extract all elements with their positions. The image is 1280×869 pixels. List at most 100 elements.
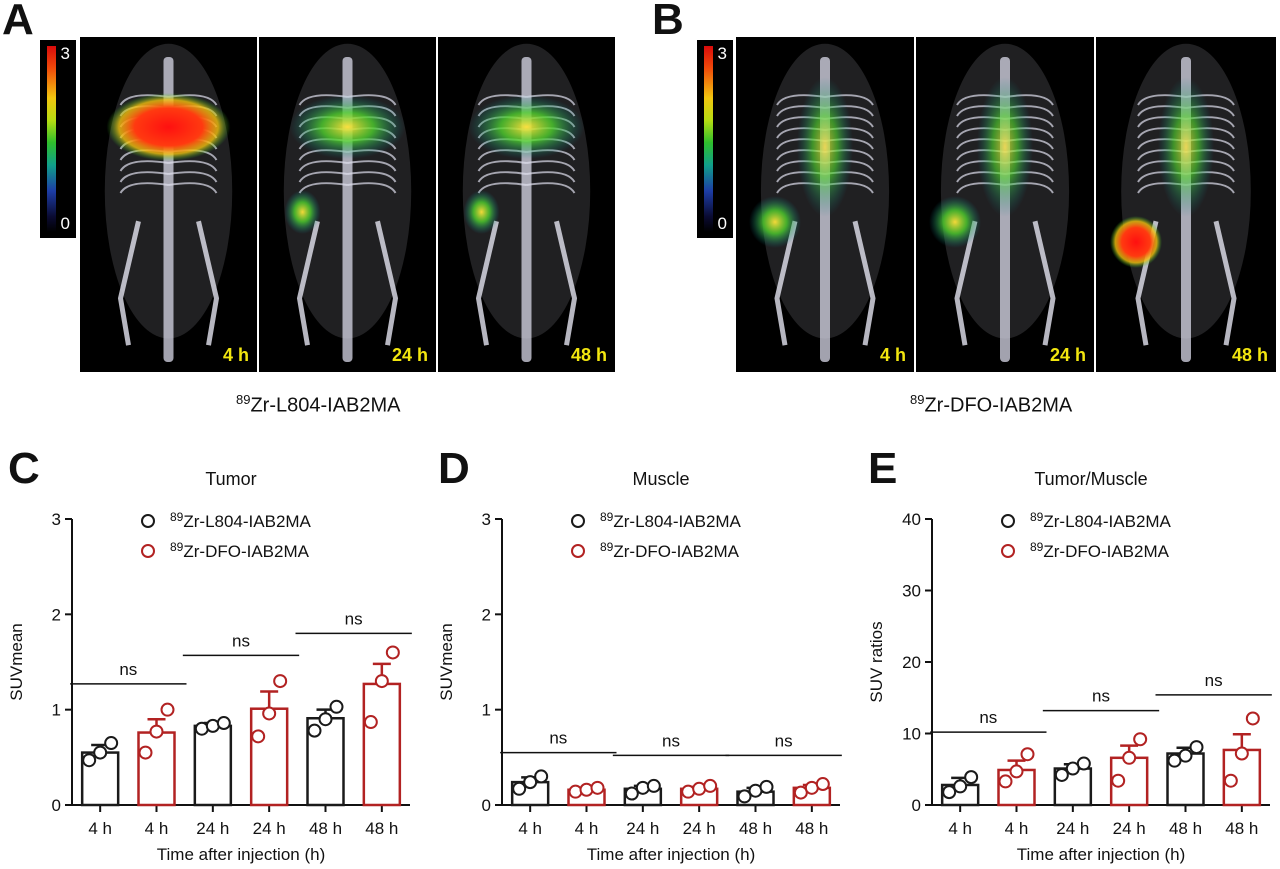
colorbar-max-label: 3 [717, 44, 727, 63]
data-point [82, 753, 97, 768]
significance-label: ns [662, 731, 680, 750]
data-point [251, 729, 266, 744]
data-point [998, 774, 1013, 789]
legend-marker [571, 544, 585, 558]
rib [119, 171, 218, 183]
bar [362, 682, 402, 807]
legend-marker [571, 514, 585, 528]
data-point [1054, 767, 1069, 782]
colorbar-a: 3 0 [40, 40, 76, 238]
uptake-spine-region [1158, 77, 1214, 217]
legend-label: 89Zr-DFO-IAB2MA [170, 540, 310, 561]
rib [477, 160, 576, 172]
timepoint-label: 48 h [1231, 345, 1268, 365]
significance-label: ns [1092, 687, 1110, 706]
hind-limb-right [1213, 220, 1237, 346]
hind-limb-right [196, 220, 220, 346]
data-point [149, 724, 164, 739]
legend-name: Zr-DFO-IAB2MA [183, 542, 309, 561]
y-tick-label: 40 [902, 510, 921, 529]
y-tick-label: 10 [902, 725, 921, 744]
colorbar-gradient [47, 46, 56, 232]
rib [298, 171, 397, 183]
y-tick-label: 0 [912, 796, 921, 815]
x-tick-label: 24 h [1056, 819, 1089, 838]
hind-limb-right [375, 220, 399, 346]
hind-limb-right [554, 220, 578, 346]
data-point [815, 777, 830, 792]
legend-name: Zr-DFO-IAB2MA [1043, 542, 1169, 561]
data-point [523, 775, 538, 790]
y-tick-label: 2 [52, 605, 61, 624]
y-tick-label: 30 [902, 582, 921, 601]
timepoint-label: 4 h [879, 345, 906, 365]
rib [298, 160, 397, 172]
legend-label: 89Zr-L804-IAB2MA [170, 510, 312, 531]
colorbar-min-label: 0 [717, 214, 727, 233]
chart-title: Tumor/Muscle [1034, 469, 1147, 489]
legend-label: 89Zr-DFO-IAB2MA [1030, 540, 1170, 561]
bar [193, 724, 233, 807]
data-point [385, 645, 400, 660]
x-axis-label: Time after injection (h) [1017, 845, 1185, 864]
panel-letter: D [438, 444, 470, 493]
legend-sup: 89 [1030, 540, 1044, 554]
y-axis-label: SUVmean [7, 623, 26, 700]
data-point [759, 779, 774, 794]
x-tick-label: 4 h [1005, 819, 1029, 838]
data-point [262, 706, 277, 721]
data-point [534, 769, 549, 784]
bar [249, 707, 289, 807]
hind-limb-right [1032, 220, 1056, 346]
x-tick-label: 4 h [145, 819, 169, 838]
uptake-spine-region [797, 77, 853, 217]
panel-letter-a: A [2, 0, 34, 44]
colorbar-min-label: 0 [60, 214, 70, 233]
x-tick-label: 48 h [795, 819, 828, 838]
data-point [273, 674, 288, 689]
y-tick-label: 20 [902, 653, 921, 672]
data-point [1167, 753, 1182, 768]
mouse-scan-image [283, 43, 412, 362]
pet-scan-b-24h: 24 h [916, 37, 1094, 372]
hind-limb-left [954, 220, 978, 346]
timepoint-label: 24 h [391, 345, 428, 365]
chart-tumor-muscle-ratio: E Tumor/Muscle 0 10 20 30 40 SUV ratios 4 h 4 h 24… [867, 444, 1272, 864]
data-point [646, 778, 661, 793]
data-point [1076, 756, 1091, 771]
legend-label: 89Zr-L804-IAB2MA [600, 510, 742, 531]
data-point [737, 789, 752, 804]
timepoint-label: 4 h [222, 345, 249, 365]
data-point [964, 770, 979, 785]
legend-name: Zr-DFO-IAB2MA [613, 542, 739, 561]
mouse-scan-image [1110, 43, 1251, 362]
legend-label: 89Zr-L804-IAB2MA [1030, 510, 1172, 531]
data-point [1122, 750, 1137, 765]
chart-title: Muscle [632, 469, 689, 489]
mouse-scan-image [104, 43, 233, 362]
uptake-liver [289, 95, 406, 159]
uptake-liver [106, 93, 231, 161]
x-tick-label: 4 h [948, 819, 972, 838]
data-point [1111, 773, 1126, 788]
data-point [953, 779, 968, 794]
hind-limb-right [852, 220, 876, 346]
legend-label: 89Zr-DFO-IAB2MA [600, 540, 740, 561]
y-tick-label: 1 [52, 701, 61, 720]
panel-letter: C [8, 444, 40, 493]
data-point [1020, 747, 1035, 762]
x-tick-label: 24 h [196, 819, 229, 838]
data-point [1065, 761, 1080, 776]
timepoint-label: 48 h [570, 345, 607, 365]
legend-name: Zr-L804-IAB2MA [183, 512, 311, 531]
data-point [1133, 732, 1148, 747]
legend-sup: 89 [170, 540, 184, 554]
data-point [942, 785, 957, 800]
colorbar-gradient [704, 46, 713, 232]
data-point [1009, 764, 1024, 779]
data-point [160, 702, 175, 717]
chart-muscle-suv: D Muscle 0 1 2 3 SUVmean 4 h 4 h 24 h 24 h 48 h 48 h… [437, 444, 842, 864]
hind-limb-left [296, 220, 320, 346]
significance-label: ns [549, 729, 567, 748]
data-point [138, 745, 153, 760]
